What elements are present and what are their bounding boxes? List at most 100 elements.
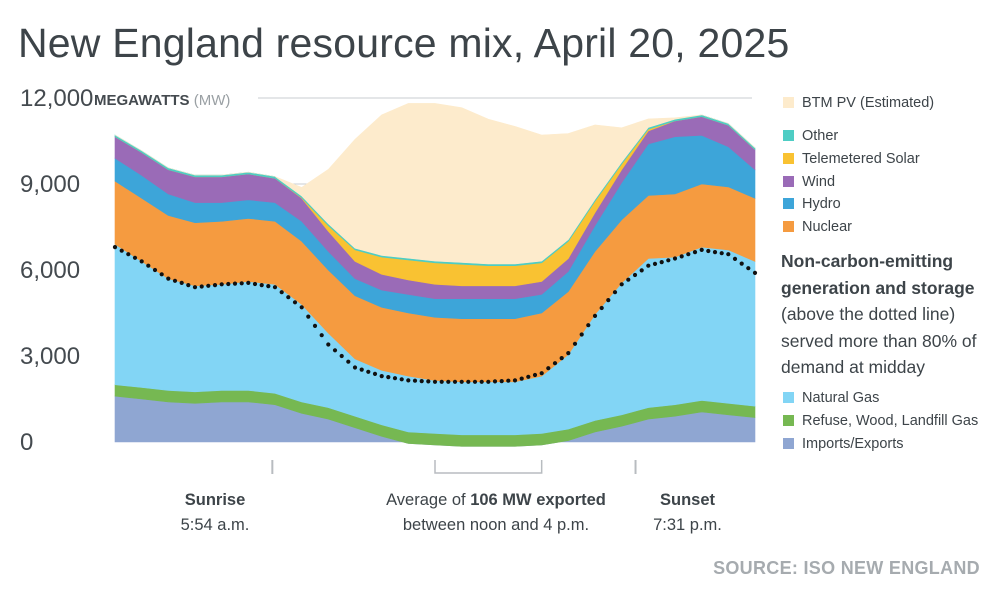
legend-label: Natural Gas (802, 390, 880, 406)
legend-item-nuclear: Nuclear (783, 218, 852, 236)
dotted-threshold-line (112, 245, 758, 384)
threshold-dot (612, 290, 618, 295)
threshold-dot (246, 280, 251, 285)
threshold-dot (699, 247, 704, 252)
y-tick-label-12000: 12,000 (20, 85, 93, 112)
threshold-dot (192, 285, 198, 290)
threshold-dot (599, 305, 604, 311)
threshold-dot (126, 252, 131, 257)
threshold-dot (199, 284, 204, 289)
threshold-dot (706, 248, 711, 254)
legend-label: Hydro (802, 196, 841, 212)
threshold-dot (252, 281, 258, 287)
threshold-dot (566, 351, 571, 356)
threshold-dot (179, 280, 184, 285)
threshold-dot (752, 270, 758, 275)
threshold-dot (152, 267, 158, 273)
threshold-dot (486, 379, 491, 384)
threshold-dot (159, 272, 164, 277)
y-tick-label-3000: 3,000 (20, 343, 80, 370)
threshold-dot (412, 378, 418, 383)
legend-swatch (783, 221, 794, 232)
threshold-dot (732, 256, 738, 261)
threshold-dot (139, 259, 144, 264)
threshold-dot (526, 374, 531, 379)
sunrise-label: Sunrise (184, 491, 246, 509)
threshold-dot (659, 260, 664, 265)
unit-label-abbr: (MW) (194, 92, 231, 109)
y-axis-tick-labels: 0 3,000 6,000 9,000 12,000 (20, 85, 93, 456)
note-text: (above the dotted line) served more than… (781, 304, 977, 377)
threshold-dot (479, 379, 484, 384)
threshold-dot (359, 367, 364, 372)
threshold-dot (666, 258, 671, 263)
threshold-dot (579, 332, 584, 337)
threshold-dot (646, 263, 651, 268)
note-bold: Non-carbon-emitting generation and stora… (781, 251, 975, 298)
threshold-dot (312, 323, 318, 328)
threshold-dot (606, 298, 611, 303)
legend-swatch (783, 97, 794, 108)
threshold-dot (339, 353, 344, 359)
threshold-dot (746, 266, 751, 271)
threshold-dot (419, 379, 424, 384)
legend-item-wind: Wind (783, 173, 835, 191)
threshold-dot (446, 379, 451, 384)
threshold-dot (439, 379, 444, 384)
legend-swatch (783, 438, 794, 449)
threshold-dot (186, 283, 191, 288)
threshold-dot (626, 277, 631, 282)
unit-label-main: MEGAWATTS (94, 92, 194, 109)
export-line2: between noon and 4 p.m. (402, 516, 590, 534)
threshold-dot (519, 376, 524, 381)
y-tick-label-0: 0 (20, 429, 33, 456)
threshold-dot (679, 254, 684, 259)
legend-swatch (783, 153, 794, 164)
legend-label: Wind (802, 174, 836, 190)
threshold-dot (592, 313, 598, 318)
threshold-dot (366, 369, 371, 374)
threshold-dot (619, 282, 624, 287)
y-axis-unit-label: MEGAWATTS (MW) (94, 92, 230, 109)
legend-item-btm-pv-estimated-: BTM PV (Estimated) (783, 94, 934, 112)
legend-swatch (783, 176, 794, 187)
threshold-dot (112, 245, 118, 250)
threshold-dot (466, 379, 471, 384)
legend-label: Refuse, Wood, Landfill Gas (802, 413, 979, 429)
threshold-dot (546, 366, 551, 371)
threshold-dot (686, 252, 691, 257)
threshold-dot (212, 283, 218, 288)
threshold-dot (319, 333, 324, 338)
threshold-dot (232, 281, 238, 286)
threshold-dot (306, 314, 311, 319)
threshold-dot (172, 278, 178, 283)
export-prefix: Average of (386, 491, 471, 509)
threshold-dot (726, 252, 731, 257)
sunrise-time: 5:54 a.m. (180, 516, 250, 534)
legend-item-telemetered-solar: Telemetered Solar (783, 150, 920, 168)
threshold-dot (299, 305, 304, 310)
legend-label: Other (802, 128, 839, 144)
threshold-dot (492, 379, 498, 384)
sunset-annotation: Sunset 7:31 p.m. (630, 488, 745, 538)
threshold-dot (332, 348, 338, 353)
threshold-dot (672, 256, 678, 261)
threshold-dot (586, 323, 591, 328)
threshold-dot (372, 371, 378, 376)
threshold-dot (552, 361, 558, 366)
export-annotation: Average of 106 MW exported between noon … (360, 488, 632, 538)
threshold-dot (379, 374, 384, 379)
threshold-dot (219, 282, 224, 287)
threshold-dot (499, 379, 504, 384)
threshold-dot (572, 341, 578, 346)
threshold-dot (539, 371, 544, 376)
threshold-dot (559, 356, 564, 361)
non-carbon-note: Non-carbon-emitting generation and stora… (781, 248, 996, 381)
legend-swatch (783, 392, 794, 403)
y-tick-label-6000: 6,000 (20, 257, 80, 284)
legend-item-natural-gas: Natural Gas (783, 389, 879, 407)
source-credit: SOURCE: ISO NEW ENGLAND (713, 558, 980, 578)
sunset-label: Sunset (659, 491, 715, 509)
threshold-dot (166, 276, 171, 281)
export-bold: 106 MW exported (470, 491, 606, 509)
